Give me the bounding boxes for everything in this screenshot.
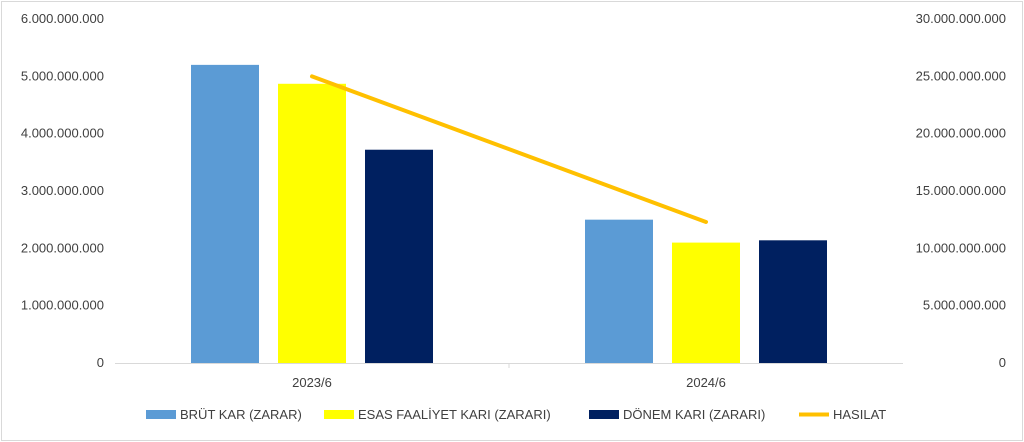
y-left-tick-label: 4.000.000.000 [21,126,104,141]
y-right-tick-label: 0 [999,355,1006,370]
bars-layer [191,64,827,363]
bar [672,242,740,363]
line-series-hasilat [310,74,708,224]
bar [759,240,827,363]
legend-label: BRÜT KAR (ZARAR) [180,407,302,422]
lines-layer [310,74,708,224]
legend-swatch [589,410,619,419]
y-right-tick-label: 15.000.000.000 [916,183,1006,198]
y-left-tick-label: 5.000.000.000 [21,68,104,83]
legend-swatch [324,410,354,419]
legend-label: DÖNEM KARI (ZARARI) [623,407,765,422]
bar [365,149,433,363]
y-right-tick-label: 25.000.000.000 [916,68,1006,83]
x-tick-label: 2024/6 [686,375,726,390]
x-tick-label: 2023/6 [292,375,332,390]
y-right-tick-label: 5.000.000.000 [923,298,1006,313]
legend: BRÜT KAR (ZARAR) ESAS FAALİYET KARI (ZARA… [146,407,886,422]
legend-swatch [146,410,176,419]
y-left-tick-label: 2.000.000.000 [21,240,104,255]
y-left-tick-label: 0 [97,355,104,370]
bar [278,83,346,363]
y-left-tick-label: 6.000.000.000 [21,11,104,26]
y-right-tick-label: 30.000.000.000 [916,11,1006,26]
bar [191,64,259,363]
axes-layer: 0 1.000.000.000 2.000.000.000 3.000.000.000… [21,11,1006,390]
y-left-tick-label: 3.000.000.000 [21,183,104,198]
bar [585,219,653,363]
legend-label: HASILAT [833,407,886,422]
y-right-tick-label: 10.000.000.000 [916,240,1006,255]
legend-label: ESAS FAALİYET KARI (ZARARI) [358,407,551,422]
y-right-tick-label: 20.000.000.000 [916,126,1006,141]
y-left-tick-label: 1.000.000.000 [21,298,104,313]
